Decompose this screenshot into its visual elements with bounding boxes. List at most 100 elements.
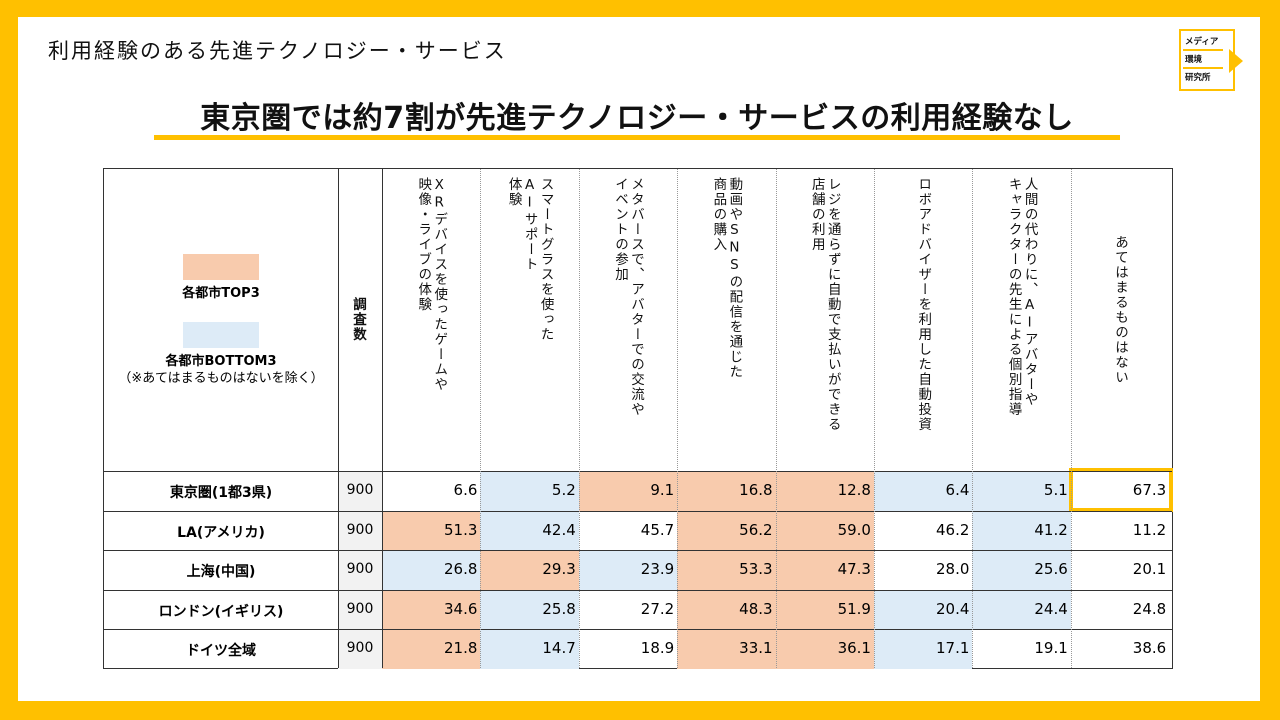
legend-bottom3-note: （※あてはまるものはないを除く）	[118, 371, 324, 386]
top3-cell-bg	[775, 471, 874, 511]
top3-cell-bg	[677, 550, 776, 590]
bottom3-cell-bg	[480, 589, 579, 629]
data-cell: 48.3	[739, 599, 773, 618]
top3-cell-bg	[775, 629, 874, 669]
column-header: メタバースで、アバターでの交流や イベントの参加	[579, 169, 677, 471]
bottom3-cell-bg	[480, 510, 579, 550]
page-subtitle: 利用経験のある先進テクノロジー・サービス	[48, 39, 507, 63]
legend-bottom3-label: 各都市BOTTOM3	[165, 354, 277, 369]
data-cell: 24.8	[1132, 599, 1167, 618]
column-header: あてはまるものはない	[1071, 169, 1169, 471]
data-cell: 41.2	[1034, 520, 1068, 539]
column-header-line: 人間の代わりに、AIアバターや	[1021, 177, 1038, 407]
data-cell: 20.1	[1132, 560, 1167, 578]
row-label: ロンドン(イギリス)	[158, 603, 284, 620]
legend-bottom3-swatch	[183, 322, 259, 348]
column-divider	[775, 169, 777, 668]
slide: 利用経験のある先進テクノロジー・サービス 東京圏では約7割が先進テクノロジー・サ…	[18, 17, 1260, 701]
data-cell: 53.3	[739, 560, 773, 578]
data-cell: 14.7	[542, 639, 576, 657]
column-header-line: 体験	[505, 177, 522, 207]
logo-line-2: 環境	[1185, 55, 1203, 65]
column-header-line: 動画やSNSの配信を通じた	[726, 177, 743, 380]
data-cell: 23.9	[640, 560, 675, 578]
data-cell: 59.0	[837, 520, 871, 539]
column-header: レジを通らずに自動で支払いができる 店舗の利用	[776, 169, 874, 471]
data-cell: 34.6	[443, 599, 478, 618]
n-value: 900	[346, 640, 374, 656]
column-header-line: イベントの参加	[611, 177, 628, 282]
bottom3-cell-bg	[972, 550, 1071, 590]
data-cell: 11.2	[1132, 520, 1167, 539]
data-cell: 26.8	[443, 560, 478, 578]
bottom3-cell-bg	[480, 629, 579, 669]
row-label: LA(アメリカ)	[177, 524, 265, 541]
top3-cell-bg	[677, 589, 776, 629]
bottom3-cell-bg	[972, 510, 1071, 550]
data-cell: 51.3	[443, 520, 478, 539]
n-value: 900	[346, 600, 374, 617]
column-header-line: スマートグラスを使った	[537, 177, 554, 342]
data-cell: 9.1	[650, 481, 675, 499]
data-cell: 25.8	[542, 599, 576, 618]
legend-top3-label: 各都市TOP3	[182, 286, 260, 301]
top3-cell-bg	[578, 471, 678, 511]
top3-cell-bg	[382, 589, 481, 629]
bottom3-cell-bg	[972, 471, 1071, 511]
column-divider	[578, 169, 580, 668]
column-header: 人間の代わりに、AIアバターや キャラクターの先生による個別指導	[972, 169, 1070, 471]
data-cell: 16.8	[739, 481, 773, 499]
column-header-line: 商品の購入	[710, 177, 727, 252]
bottom3-cell-bg	[874, 589, 973, 629]
column-divider	[480, 169, 482, 668]
data-cell: 51.9	[837, 599, 871, 618]
column-divider	[677, 169, 679, 668]
data-cell: 24.4	[1034, 599, 1068, 618]
label-divider	[338, 169, 339, 668]
logo-arrow-icon	[1229, 49, 1243, 73]
bottom3-cell-bg	[874, 629, 973, 669]
row-label: ドイツ全域	[186, 643, 256, 659]
data-cell: 6.4	[945, 481, 970, 499]
column-divider	[874, 169, 875, 668]
column-header-line: レジを通らずに自動で支払いができる	[824, 177, 841, 432]
n-value: 900	[346, 561, 374, 577]
data-cell: 38.6	[1132, 639, 1167, 657]
data-cell: 5.1	[1043, 481, 1068, 499]
row-divider	[104, 550, 1172, 551]
column-header-line: あてはまるものはない	[1111, 235, 1128, 385]
data-cell: 45.7	[640, 520, 675, 539]
data-cell: 56.2	[739, 520, 773, 539]
header-divider	[104, 471, 1172, 472]
column-header: スマートグラスを使った AIサポート 体験	[480, 169, 578, 471]
column-divider	[1070, 169, 1072, 668]
media-lab-logo: メディア 環境 研究所	[1179, 29, 1247, 91]
top3-cell-bg	[775, 510, 874, 550]
data-cell: 36.1	[837, 639, 871, 657]
column-header-line: XRデバイスを使ったゲームや	[431, 177, 448, 392]
bottom3-cell-bg	[578, 550, 678, 590]
highlight-box	[1068, 468, 1174, 512]
bottom3-cell-bg	[972, 589, 1071, 629]
data-cell: 67.3	[1132, 481, 1167, 499]
row-divider	[104, 510, 1172, 512]
top3-cell-bg	[775, 550, 874, 590]
row-label: 上海(中国)	[186, 564, 256, 580]
data-cell: 5.2	[551, 481, 576, 499]
column-header-line: AIサポート	[521, 177, 538, 272]
column-divider	[972, 169, 974, 668]
data-cell: 25.6	[1034, 560, 1068, 578]
n-divider	[382, 169, 383, 668]
column-header-line: 映像・ライブの体験	[415, 177, 432, 312]
n-column-bg	[338, 471, 382, 669]
data-cell: 28.0	[935, 560, 970, 578]
data-cell: 20.4	[935, 599, 970, 618]
top3-cell-bg	[775, 589, 874, 629]
row-divider	[104, 589, 1172, 591]
data-cell: 6.6	[453, 481, 478, 499]
logo-line-1: メディア	[1185, 37, 1219, 47]
top3-cell-bg	[382, 629, 481, 669]
data-cell: 29.3	[542, 560, 576, 578]
bottom3-cell-bg	[874, 471, 973, 511]
data-cell: 17.1	[935, 639, 970, 657]
